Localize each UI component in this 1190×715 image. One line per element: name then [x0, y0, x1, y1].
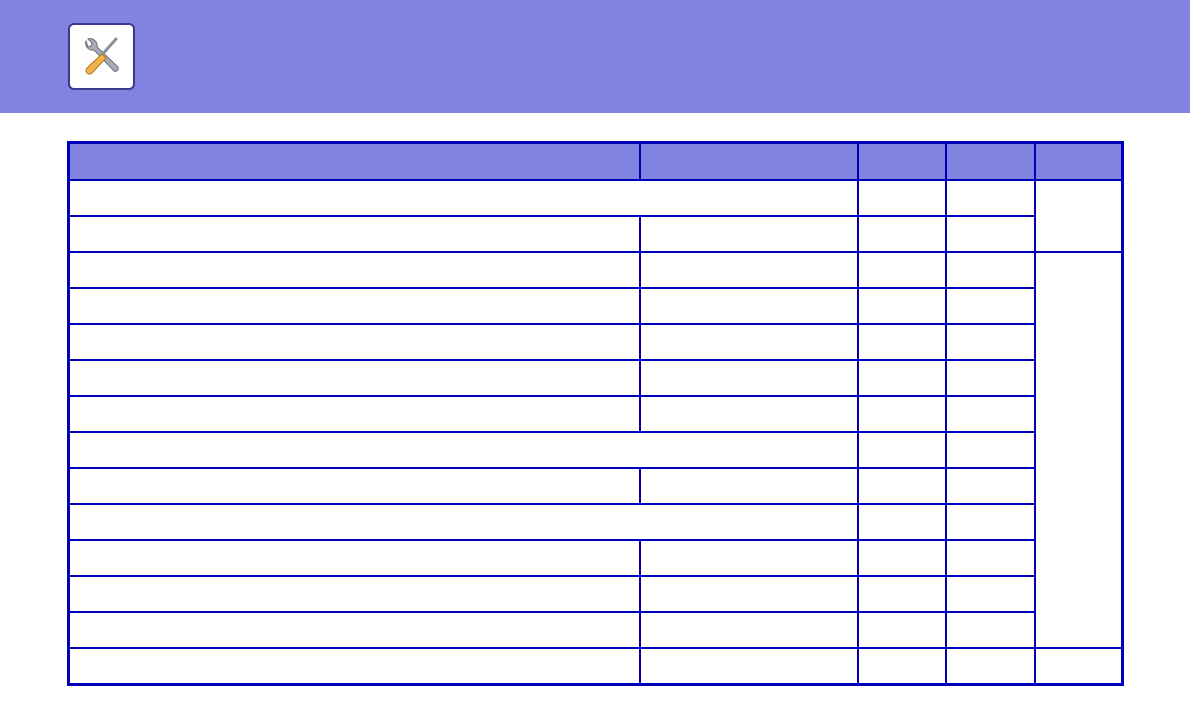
table-cell: [638, 611, 859, 649]
table-cell: [944, 611, 1036, 649]
table-cell: [856, 467, 947, 505]
table-cell: [944, 503, 1036, 541]
table-row: [67, 467, 1123, 505]
table-cell: [67, 467, 641, 505]
table-cell: [638, 287, 859, 325]
table-row: [67, 359, 1123, 397]
table-cell: [856, 215, 947, 253]
table-row: [67, 215, 1123, 253]
column-header: [67, 141, 641, 181]
table-row: [67, 503, 1123, 541]
table-cell: [856, 395, 947, 433]
table-cell: [67, 251, 641, 289]
table-cell: [944, 467, 1036, 505]
column-header: [856, 141, 947, 181]
column-header: [1033, 141, 1124, 181]
table-cell: [856, 251, 947, 289]
table-cell: [856, 575, 947, 613]
table-cell: [638, 323, 859, 361]
table-cell: [67, 359, 641, 397]
column-header: [638, 141, 859, 181]
table-row: [67, 539, 1123, 577]
table-cell: [638, 647, 859, 686]
table-cell: [638, 575, 859, 613]
table-cell: [67, 539, 641, 577]
table-cell: [67, 179, 859, 217]
table-cell: [944, 251, 1036, 289]
table-cell: [856, 503, 947, 541]
table-row: [67, 179, 1124, 253]
table-cell: [638, 467, 859, 505]
wrench-screwdriver-icon: [85, 37, 119, 75]
table-cell: [856, 359, 947, 397]
table-cell: [67, 431, 859, 469]
column-header: [944, 141, 1036, 181]
table-cell: [638, 539, 859, 577]
table-cell: [638, 395, 859, 433]
table-row: [67, 287, 1123, 325]
table-cell: [944, 215, 1036, 253]
table-cell: [67, 287, 641, 325]
table-cell: [1033, 647, 1124, 686]
table-cell: [67, 395, 641, 433]
table-cell: [67, 611, 641, 649]
table-cell: [638, 251, 859, 289]
table-cell: [944, 395, 1036, 433]
table-cell: [1033, 251, 1124, 649]
table-cell: [856, 611, 947, 649]
table-cell: [67, 323, 641, 361]
table-row: [67, 611, 1123, 649]
table-cell: [856, 431, 947, 469]
table-row: [67, 251, 1124, 649]
table-cell: [944, 539, 1036, 577]
table-cell: [638, 359, 859, 397]
table-cell: [638, 215, 859, 253]
table-row: [67, 575, 1123, 613]
data-table: [67, 141, 1124, 686]
table-cell: [944, 323, 1036, 361]
table-cell: [856, 647, 947, 686]
table-cell: [67, 503, 859, 541]
table-cell: [944, 575, 1036, 613]
table-cell: [856, 323, 947, 361]
tools-icon[interactable]: [68, 23, 135, 90]
table-cell: [944, 431, 1036, 469]
table-cell: [1033, 179, 1124, 253]
table-row: [67, 395, 1123, 433]
table-cell: [856, 287, 947, 325]
table-row: [67, 647, 1124, 686]
header-bar: [0, 0, 1190, 113]
table-cell: [944, 287, 1036, 325]
table-cell: [67, 647, 641, 686]
table-cell: [856, 179, 947, 217]
table-cell: [944, 179, 1036, 217]
table-cell: [944, 359, 1036, 397]
table-cell: [67, 575, 641, 613]
table-cell: [67, 215, 641, 253]
table-cell: [944, 647, 1036, 686]
table-cell: [856, 539, 947, 577]
table-header-row: [67, 141, 1124, 181]
table-row: [67, 323, 1123, 361]
table-row: [67, 431, 1123, 469]
